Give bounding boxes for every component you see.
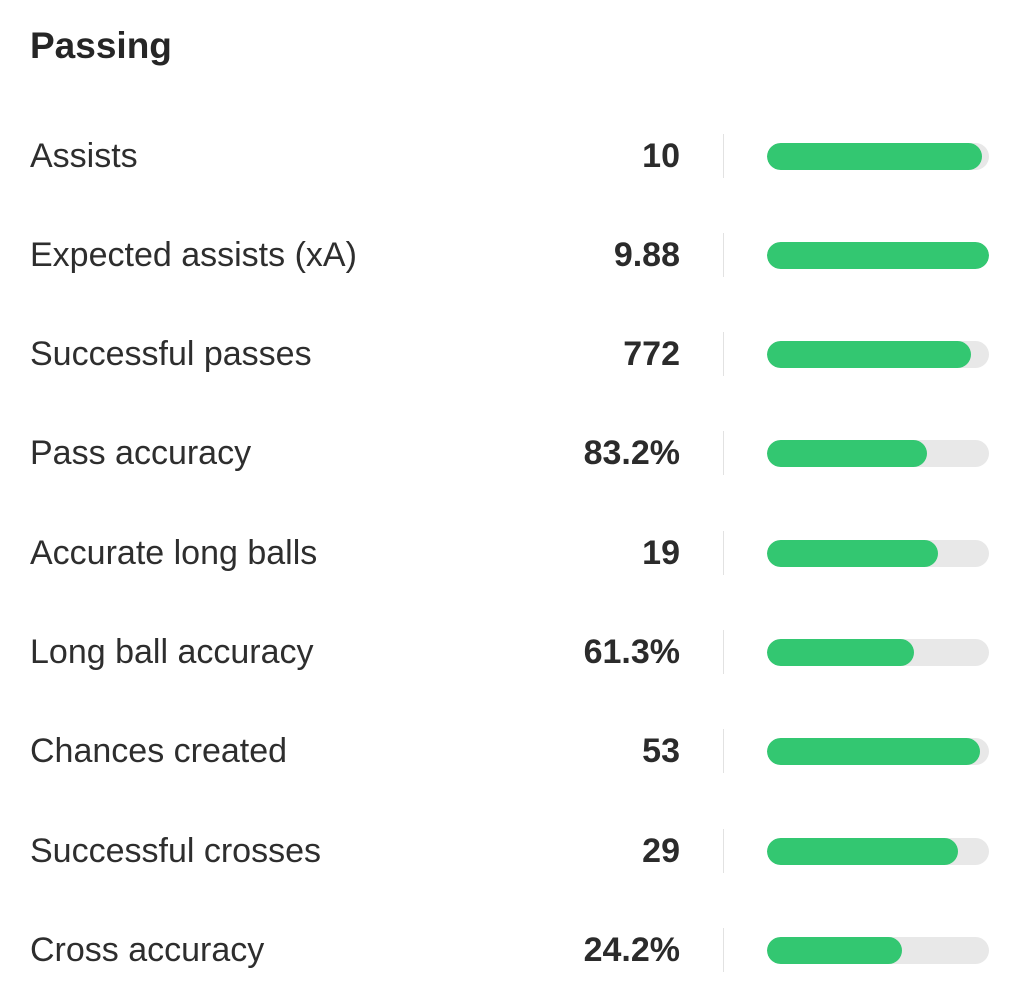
stat-row-chances-created: Chances created 53 [0,726,1024,776]
stat-value: 19 [642,534,680,572]
stat-row-cross-accuracy: Cross accuracy 24.2% [0,925,1024,975]
stat-value: 772 [623,335,680,373]
divider [723,531,724,575]
stat-label: Successful crosses [30,832,321,870]
percentile-bar [767,639,989,666]
stat-row-assists: Assists 10 [0,131,1024,181]
stat-value: 24.2% [583,931,680,969]
stat-label: Long ball accuracy [30,633,314,671]
stat-row-successful-passes: Successful passes 772 [0,329,1024,379]
stat-row-long-ball-accuracy: Long ball accuracy 61.3% [0,627,1024,677]
percentile-bar [767,937,989,964]
divider [723,928,724,972]
percentile-bar-fill [767,143,983,170]
stat-value: 9.88 [613,236,680,274]
divider [723,829,724,873]
percentile-bar [767,838,989,865]
stat-value: 10 [642,137,680,175]
stat-row-pass-accuracy: Pass accuracy 83.2% [0,428,1024,478]
stat-value: 29 [642,832,680,870]
percentile-bar-fill [767,440,927,467]
divider [723,332,724,376]
divider [723,630,724,674]
stat-label: Cross accuracy [30,931,265,969]
stat-row-expected-assists: Expected assists (xA) 9.88 [0,230,1024,280]
percentile-bar-fill [767,242,989,269]
divider [723,233,724,277]
percentile-bar-fill [767,341,972,368]
stat-label: Pass accuracy [30,434,252,472]
section-title: Passing [30,25,172,66]
stat-label: Chances created [30,732,288,770]
stat-label: Assists [30,137,138,175]
percentile-bar [767,540,989,567]
percentile-bar [767,242,989,269]
percentile-bar-fill [767,937,903,964]
divider [723,134,724,178]
stat-value: 61.3% [583,633,680,671]
stat-row-successful-crosses: Successful crosses 29 [0,826,1024,876]
divider [723,729,724,773]
percentile-bar-fill [767,838,958,865]
percentile-bar-fill [767,540,938,567]
stat-value: 83.2% [583,434,680,472]
percentile-bar-fill [767,738,981,765]
percentile-bar-fill [767,639,914,666]
divider [723,431,724,475]
percentile-bar [767,440,989,467]
stat-label: Successful passes [30,335,312,373]
stat-row-accurate-long-balls: Accurate long balls 19 [0,528,1024,578]
percentile-bar [767,738,989,765]
percentile-bar [767,341,989,368]
percentile-bar [767,143,989,170]
stat-label: Expected assists (xA) [30,236,357,274]
stat-label: Accurate long balls [30,534,318,572]
stat-value: 53 [642,732,680,770]
